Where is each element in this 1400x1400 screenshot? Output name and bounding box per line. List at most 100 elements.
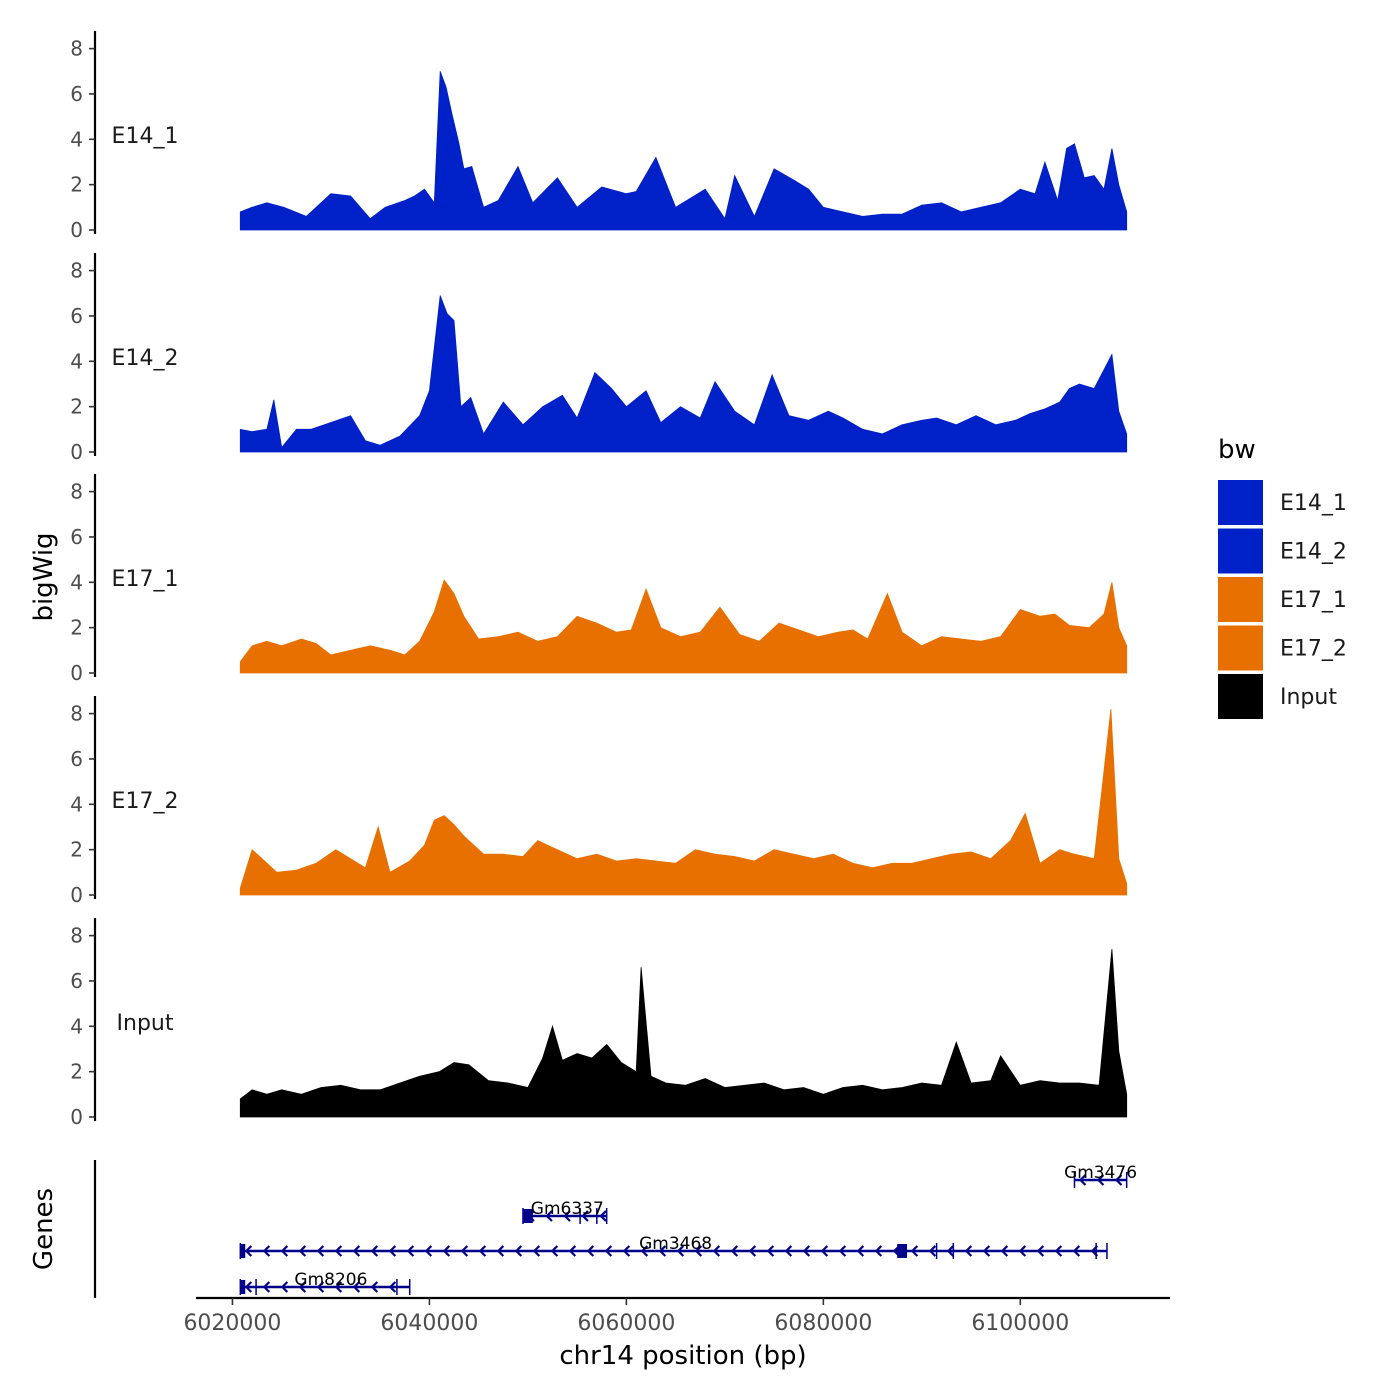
strand-arrow xyxy=(262,1281,271,1293)
y-tick-label: 0 xyxy=(70,661,83,685)
strand-arrow xyxy=(1018,1245,1027,1257)
legend-label: E17_2 xyxy=(1280,637,1347,662)
signal-area-e14_2 xyxy=(239,295,1128,453)
strand-arrow xyxy=(352,1281,361,1293)
signal-area-e17_2 xyxy=(239,709,1128,896)
y-tick-label: 4 xyxy=(70,127,83,151)
strand-arrow xyxy=(748,1245,757,1257)
y-tick-label: 8 xyxy=(70,702,83,726)
strand-arrow xyxy=(694,1245,703,1257)
legend-swatch xyxy=(1218,577,1263,622)
y-tick-label: 4 xyxy=(70,349,83,373)
legend-swatch xyxy=(1218,480,1263,525)
y-tick-label: 6 xyxy=(70,969,83,993)
strand-arrow xyxy=(820,1245,829,1257)
strand-arrow xyxy=(586,1245,595,1257)
track-label: E17_2 xyxy=(112,789,179,814)
strand-arrow xyxy=(1114,1174,1123,1186)
legend-entry-e14_1: E14_1 xyxy=(1218,480,1347,525)
gene-label: Gm6337 xyxy=(531,1199,604,1219)
strand-arrow xyxy=(1096,1174,1105,1186)
legend-entry-input: Input xyxy=(1218,674,1337,719)
track-panel-e17_1: 0 2 4 6 8 E17_1 xyxy=(70,474,1128,685)
gene-label: Gm8206 xyxy=(294,1270,367,1290)
strand-arrow xyxy=(766,1245,775,1257)
y-tick-label: 2 xyxy=(70,395,83,419)
strand-arrow xyxy=(316,1281,325,1293)
strand-arrow xyxy=(478,1245,487,1257)
strand-arrow xyxy=(581,1210,589,1222)
y-tick-label: 0 xyxy=(70,883,83,907)
strand-arrow xyxy=(910,1245,919,1257)
strand-arrow xyxy=(1000,1245,1009,1257)
legend-label: E14_2 xyxy=(1280,540,1347,565)
strand-arrow xyxy=(964,1245,973,1257)
exon xyxy=(522,1209,533,1223)
y-tick-label: 0 xyxy=(70,218,83,242)
track-panel-e14_1: 0 2 4 6 8 E14_1 xyxy=(70,31,1128,242)
track-panel-input: 0 2 4 6 8 Input xyxy=(70,918,1128,1129)
strand-arrow xyxy=(280,1245,289,1257)
y-tick-label: 6 xyxy=(70,82,83,106)
strand-arrow xyxy=(563,1210,571,1222)
strand-arrow xyxy=(496,1245,505,1257)
strand-arrow xyxy=(604,1245,613,1257)
legend-label: Input xyxy=(1280,685,1337,710)
x-axis: 6020000 6040000 6060000 6080000 6100000 xyxy=(183,1296,1170,1336)
strand-arrow xyxy=(712,1245,721,1257)
gene-label: Gm3476 xyxy=(1064,1163,1137,1183)
strand-arrow xyxy=(298,1281,307,1293)
legend: bw E14_1 E14_2 E17_1 E17_2 Input xyxy=(1218,435,1347,719)
strand-arrow xyxy=(334,1281,343,1293)
strand-arrow xyxy=(622,1245,631,1257)
track-label: Input xyxy=(117,1011,174,1036)
legend-swatch xyxy=(1218,528,1263,574)
legend-swatch xyxy=(1218,625,1263,671)
strand-arrow xyxy=(244,1281,253,1293)
track-label: E14_1 xyxy=(112,124,179,149)
y-tick-label: 2 xyxy=(70,838,83,862)
y-tick-label: 2 xyxy=(70,173,83,197)
strand-arrow xyxy=(424,1245,433,1257)
strand-arrow xyxy=(545,1210,553,1222)
y-tick-label: 6 xyxy=(70,525,83,549)
y-axis-label: bigWig xyxy=(29,532,59,621)
signal-area-input xyxy=(239,949,1128,1118)
strand-arrow xyxy=(982,1245,991,1257)
gene-gm6337: Gm6337 xyxy=(522,1199,608,1224)
y-tick-label: 4 xyxy=(70,570,83,594)
strand-arrow xyxy=(1078,1174,1087,1186)
strand-arrow xyxy=(658,1245,667,1257)
y-tick-label: 8 xyxy=(70,924,83,948)
strand-arrow xyxy=(1054,1245,1063,1257)
x-axis-label: chr14 position (bp) xyxy=(559,1341,806,1371)
legend-entry-e17_1: E17_1 xyxy=(1218,577,1347,622)
y-tick-label: 8 xyxy=(70,259,83,283)
strand-arrow xyxy=(838,1245,847,1257)
strand-arrow xyxy=(874,1245,883,1257)
strand-arrow xyxy=(406,1245,415,1257)
gene-label: Gm3468 xyxy=(639,1234,712,1254)
strand-arrow xyxy=(334,1245,343,1257)
x-tick-label: 6020000 xyxy=(183,1311,281,1336)
signal-area-e14_1 xyxy=(239,71,1128,231)
strand-arrow xyxy=(244,1245,253,1257)
strand-arrow xyxy=(1072,1245,1081,1257)
strand-arrow xyxy=(298,1245,307,1257)
exon xyxy=(897,1244,908,1258)
strand-arrow xyxy=(532,1245,541,1257)
y-tick-label: 8 xyxy=(70,37,83,61)
strand-arrow xyxy=(460,1245,469,1257)
y-tick-label: 0 xyxy=(70,1105,83,1129)
strand-arrow xyxy=(946,1245,955,1257)
track-label: E17_1 xyxy=(112,567,179,592)
strand-arrow xyxy=(730,1245,739,1257)
x-tick-label: 6040000 xyxy=(380,1311,478,1336)
legend-label: E17_1 xyxy=(1280,588,1347,613)
y-tick-label: 6 xyxy=(70,747,83,771)
strand-arrow xyxy=(784,1245,793,1257)
strand-arrow xyxy=(599,1210,607,1222)
strand-arrow xyxy=(856,1245,865,1257)
strand-arrow xyxy=(640,1245,649,1257)
